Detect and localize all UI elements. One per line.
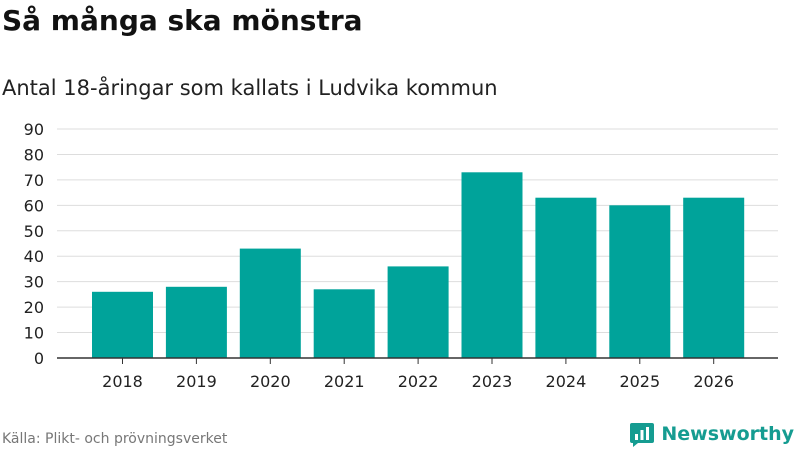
y-tick-label: 30 (24, 273, 44, 292)
bar-2021 (313, 289, 375, 358)
y-tick-label: 60 (24, 196, 44, 215)
y-tick-label: 50 (24, 222, 44, 241)
x-tick-label: 2022 (398, 372, 439, 391)
y-tick-label: 10 (24, 324, 44, 343)
bar-2019 (165, 286, 227, 358)
chart-title: Så många ska mönstra (2, 4, 363, 37)
bar-2025 (609, 205, 671, 358)
x-axis-ticks: 2018 2019 2020 2021 2022 2023 2024 2025 2026 (102, 358, 734, 391)
source-note: Källa: Plikt- och prövningsverket (2, 431, 228, 447)
bar-2018 (92, 291, 153, 358)
chart-subtitle: Antal 18-åringar som kallats i Ludvika k… (2, 76, 498, 100)
y-tick-label: 70 (24, 171, 44, 190)
x-tick-label: 2019 (176, 372, 217, 391)
y-tick-label: 90 (24, 120, 44, 139)
x-tick-label: 2020 (250, 372, 291, 391)
y-tick-label: 80 (24, 145, 44, 164)
bars (92, 172, 745, 358)
brand-name: Newsworthy (661, 423, 794, 445)
brand-logo[interactable]: Newsworthy (629, 421, 794, 447)
y-tick-label: 40 (24, 247, 44, 266)
x-tick-label: 2021 (324, 372, 365, 391)
x-tick-label: 2023 (472, 372, 513, 391)
bar-2026 (683, 197, 745, 358)
x-tick-label: 2024 (546, 372, 587, 391)
y-axis-ticks: 0 10 20 30 40 50 60 70 80 90 (24, 120, 44, 368)
x-tick-label: 2025 (619, 372, 660, 391)
bar-2022 (387, 266, 449, 358)
y-tick-label: 20 (24, 298, 44, 317)
bar-2020 (239, 248, 301, 358)
bar-2024 (535, 197, 597, 358)
bar-2023 (461, 172, 523, 358)
x-tick-label: 2018 (102, 372, 143, 391)
newsworthy-logo-icon (630, 423, 655, 447)
y-tick-label: 0 (34, 349, 44, 368)
x-tick-label: 2026 (693, 372, 734, 391)
